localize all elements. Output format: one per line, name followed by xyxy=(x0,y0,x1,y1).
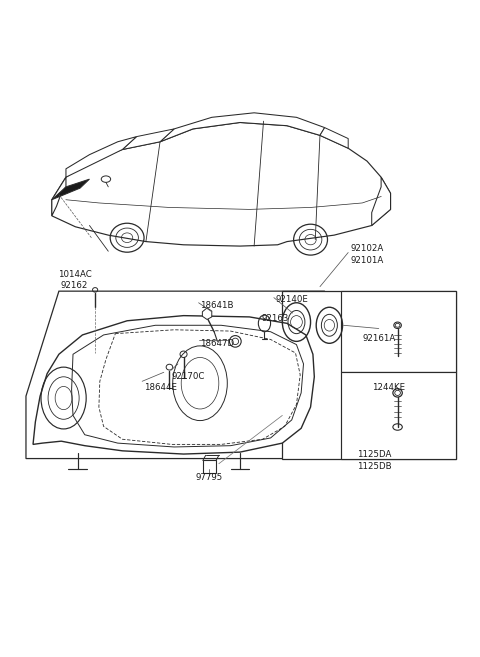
Text: 92170C: 92170C xyxy=(172,373,205,381)
Text: 18647D: 18647D xyxy=(200,339,234,348)
Text: 92163: 92163 xyxy=(261,314,288,323)
Text: 92161A: 92161A xyxy=(362,334,396,343)
Polygon shape xyxy=(33,315,314,454)
Polygon shape xyxy=(52,122,391,246)
Text: 1244KE: 1244KE xyxy=(372,383,405,392)
Polygon shape xyxy=(282,291,456,459)
Polygon shape xyxy=(203,308,212,319)
Text: 97795: 97795 xyxy=(196,474,223,482)
Text: 18641B: 18641B xyxy=(200,302,233,311)
Polygon shape xyxy=(203,461,216,474)
Text: 1125DA
1125DB: 1125DA 1125DB xyxy=(357,451,391,470)
Polygon shape xyxy=(372,177,391,225)
Polygon shape xyxy=(341,373,456,459)
Text: 1014AC
92162: 1014AC 92162 xyxy=(58,270,91,290)
Polygon shape xyxy=(52,177,66,216)
Polygon shape xyxy=(160,113,324,142)
Text: 18644E: 18644E xyxy=(144,383,177,392)
Polygon shape xyxy=(26,291,324,459)
Polygon shape xyxy=(66,137,136,177)
Polygon shape xyxy=(52,179,89,200)
Polygon shape xyxy=(122,129,174,150)
Polygon shape xyxy=(341,291,456,373)
Polygon shape xyxy=(320,127,348,148)
Text: 92140E: 92140E xyxy=(275,295,308,304)
Text: 92102A
92101A: 92102A 92101A xyxy=(350,244,384,265)
